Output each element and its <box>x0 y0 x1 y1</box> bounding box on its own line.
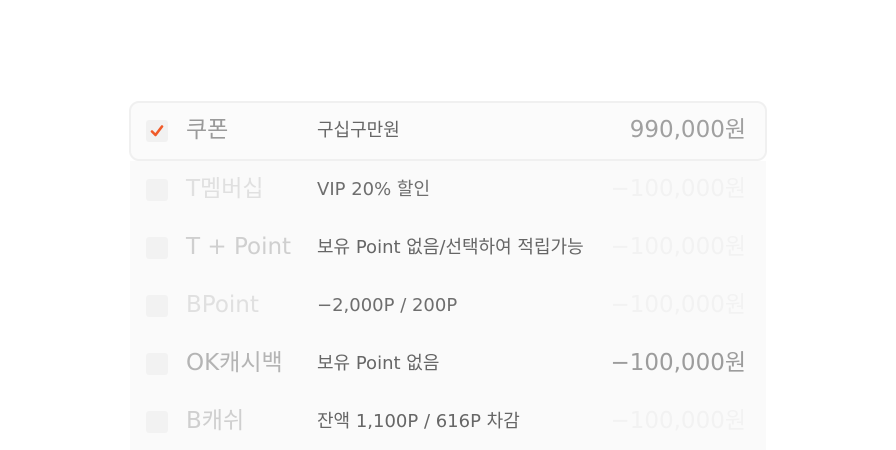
row-amount: 990,000원 <box>629 117 746 143</box>
coupon-checkbox[interactable] <box>146 120 168 142</box>
row-name: 쿠폰 <box>186 117 229 143</box>
row-description: −2,000P / 200P <box>317 295 458 316</box>
row-name: T + Point <box>186 234 292 260</box>
row-description: 구십구만원 <box>317 120 400 141</box>
checkmark-icon <box>150 125 164 137</box>
ok-cashbag-checkbox[interactable] <box>146 353 168 375</box>
discount-row-coupon[interactable]: 쿠폰 구십구만원 990,000원 <box>129 101 767 161</box>
row-amount: −100,000원 <box>610 350 746 376</box>
discount-row-ok-cashbag[interactable]: OK캐시백 보유 Point 없음 −100,000원 <box>130 335 766 393</box>
row-description: VIP 20% 할인 <box>317 179 431 200</box>
discount-row-bpoint[interactable]: BPoint −2,000P / 200P −100,000원 <box>130 277 766 335</box>
row-amount: −100,000원 <box>610 234 746 260</box>
bpoint-checkbox[interactable] <box>146 295 168 317</box>
row-description: 보유 Point 없음 <box>317 353 440 374</box>
b-cash-checkbox[interactable] <box>146 411 168 433</box>
row-amount: −100,000원 <box>610 408 746 434</box>
row-name: OK캐시백 <box>186 350 283 376</box>
row-name: BPoint <box>186 292 259 318</box>
t-membership-checkbox[interactable] <box>146 179 168 201</box>
row-amount: −100,000원 <box>610 176 746 202</box>
row-description: 보유 Point 없음/선택하여 적립가능 <box>317 237 584 258</box>
t-point-checkbox[interactable] <box>146 237 168 259</box>
row-amount: −100,000원 <box>610 292 746 318</box>
discount-row-t-membership[interactable]: T멤버십 VIP 20% 할인 −100,000원 <box>130 161 766 219</box>
discount-row-t-point[interactable]: T + Point 보유 Point 없음/선택하여 적립가능 −100,000… <box>130 219 766 277</box>
row-name: T멤버십 <box>186 176 264 202</box>
discount-option-list: 쿠폰 구십구만원 990,000원 T멤버십 VIP 20% 할인 −100,0… <box>129 101 767 450</box>
row-description: 잔액 1,100P / 616P 차감 <box>317 411 520 432</box>
discount-row-b-cash[interactable]: B캐쉬 잔액 1,100P / 616P 차감 −100,000원 <box>130 393 766 450</box>
row-name: B캐쉬 <box>186 408 245 434</box>
